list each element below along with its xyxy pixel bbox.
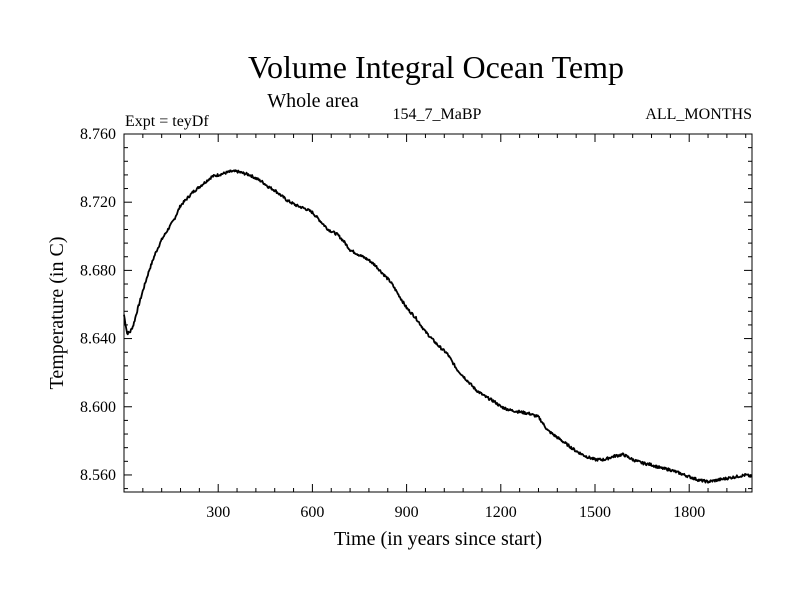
chart-title: Volume Integral Ocean Temp — [248, 49, 624, 85]
y-tick-label: 8.640 — [80, 331, 116, 348]
x-tick-label: 600 — [300, 504, 324, 521]
expt-label: Expt = teyDf — [125, 113, 209, 130]
y-tick-label: 8.760 — [80, 126, 116, 143]
x-tick-labels: 300 600 900 1200 1500 1800 — [206, 504, 705, 521]
run-label: 154_7_MaBP — [393, 106, 482, 123]
y-axis-label: Temperature (in C) — [46, 237, 68, 390]
chart-subtitle: Whole area — [267, 90, 359, 112]
axis-ticks — [124, 133, 752, 492]
y-tick-labels: 8.560 8.600 8.640 8.680 8.720 8.760 — [80, 126, 116, 484]
months-label: ALL_MONTHS — [645, 106, 752, 123]
x-tick-label: 1500 — [579, 504, 611, 521]
x-axis-label: Time (in years since start) — [334, 528, 542, 550]
x-tick-label: 900 — [395, 504, 419, 521]
y-tick-label: 8.600 — [80, 399, 116, 416]
y-tick-label: 8.560 — [80, 467, 116, 484]
y-tick-label: 8.720 — [80, 194, 116, 211]
x-tick-label: 1200 — [485, 504, 517, 521]
plot-frame — [123, 133, 753, 493]
temperature-series-line — [123, 169, 753, 484]
y-tick-label: 8.680 — [80, 262, 116, 279]
x-tick-label: 300 — [206, 504, 230, 521]
x-tick-label: 1800 — [673, 504, 705, 521]
